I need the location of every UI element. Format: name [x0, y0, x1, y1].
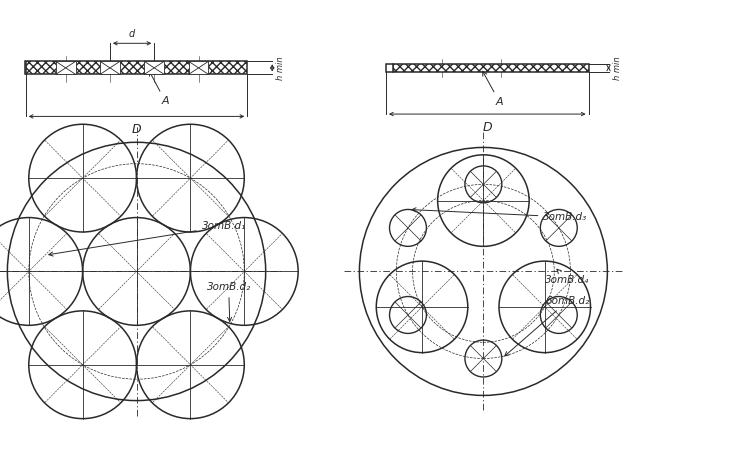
Text: 3omB.d₂: 3omB.d₂: [207, 282, 251, 322]
Text: 6omB.d₂: 6omB.d₂: [505, 296, 590, 356]
Text: 3omB.d₃: 3omB.d₃: [412, 208, 587, 222]
Text: 3omB.d₁: 3omB.d₁: [49, 221, 246, 256]
Bar: [145, 61, 165, 74]
Bar: [100, 61, 120, 74]
FancyBboxPatch shape: [26, 61, 247, 74]
Bar: [56, 61, 76, 74]
FancyBboxPatch shape: [393, 64, 589, 72]
Text: h min: h min: [613, 56, 621, 80]
Text: h min: h min: [276, 56, 285, 80]
Text: d: d: [129, 29, 135, 39]
Bar: [393, 64, 589, 72]
Text: 3omB.d₄: 3omB.d₄: [545, 269, 590, 285]
Text: A: A: [149, 71, 169, 106]
Text: D: D: [131, 124, 142, 136]
Text: A: A: [483, 71, 503, 107]
Bar: [26, 61, 247, 74]
Bar: [189, 61, 209, 74]
Text: D: D: [483, 121, 492, 134]
Bar: [386, 64, 393, 72]
